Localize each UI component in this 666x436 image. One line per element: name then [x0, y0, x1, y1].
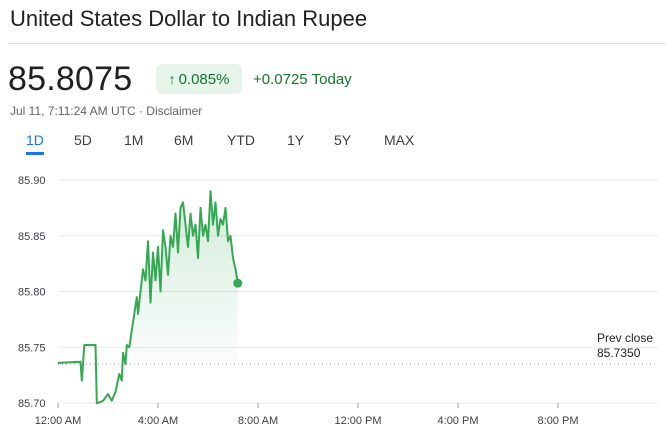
x-tick-label: 8:00 PM — [538, 415, 579, 427]
y-tick-label: 85.70 — [18, 398, 46, 410]
tab-5y[interactable]: 5Y — [334, 132, 352, 148]
y-tick-label: 85.75 — [18, 342, 46, 354]
percent-change-badge: ↑ 0.085% — [156, 64, 242, 94]
price-chart[interactable]: 85.70 85.75 85.80 85.85 85.90 12:00 AM 4:00 A… — [0, 160, 666, 436]
tab-5d[interactable]: 5D — [74, 132, 92, 148]
tab-max[interactable]: MAX — [384, 132, 415, 148]
x-tick-label: 4:00 AM — [138, 415, 178, 427]
prev-close-label: Prev close — [597, 331, 653, 345]
y-tick-label: 85.85 — [18, 231, 46, 243]
y-tick-label: 85.80 — [18, 287, 46, 299]
x-tick-label: 8:00 AM — [238, 415, 278, 427]
absolute-change-value: +0.0725 — [253, 71, 308, 88]
x-tick-label: 4:00 PM — [438, 415, 479, 427]
current-price: 85.8075 — [8, 60, 133, 98]
current-price-marker — [233, 278, 243, 288]
y-axis-ticks: 85.70 85.75 85.80 85.85 85.90 — [18, 175, 46, 410]
tab-1d[interactable]: 1D — [26, 132, 44, 155]
quote-meta: Jul 11, 7:11:24 AM UTC · Disclaimer — [10, 104, 202, 118]
price-area-fill — [133, 191, 238, 364]
prev-close-value: 85.7350 — [597, 346, 641, 360]
page-title: United States Dollar to Indian Rupee — [10, 6, 368, 31]
tab-1y[interactable]: 1Y — [287, 132, 305, 148]
tab-1m[interactable]: 1M — [124, 132, 144, 148]
x-tick-label: 12:00 PM — [334, 415, 381, 427]
price-line — [57, 190, 239, 404]
tab-ytd[interactable]: YTD — [227, 132, 255, 148]
header-divider — [8, 43, 666, 44]
x-axis-ticks: 12:00 AM 4:00 AM 8:00 AM 12:00 PM 4:00 PM 8:0… — [35, 403, 579, 427]
arrow-up-icon: ↑ — [168, 71, 176, 87]
absolute-change: +0.0725 Today — [253, 71, 352, 88]
tab-6m[interactable]: 6M — [174, 132, 194, 148]
percent-change-value: 0.085% — [178, 70, 230, 88]
quote-timestamp: Jul 11, 7:11:24 AM UTC — [10, 104, 136, 118]
change-period: Today — [311, 71, 352, 88]
meta-separator: · — [135, 104, 147, 118]
x-tick-label: 12:00 AM — [35, 415, 81, 427]
y-tick-label: 85.90 — [18, 175, 46, 187]
disclaimer-link[interactable]: Disclaimer — [146, 104, 203, 118]
